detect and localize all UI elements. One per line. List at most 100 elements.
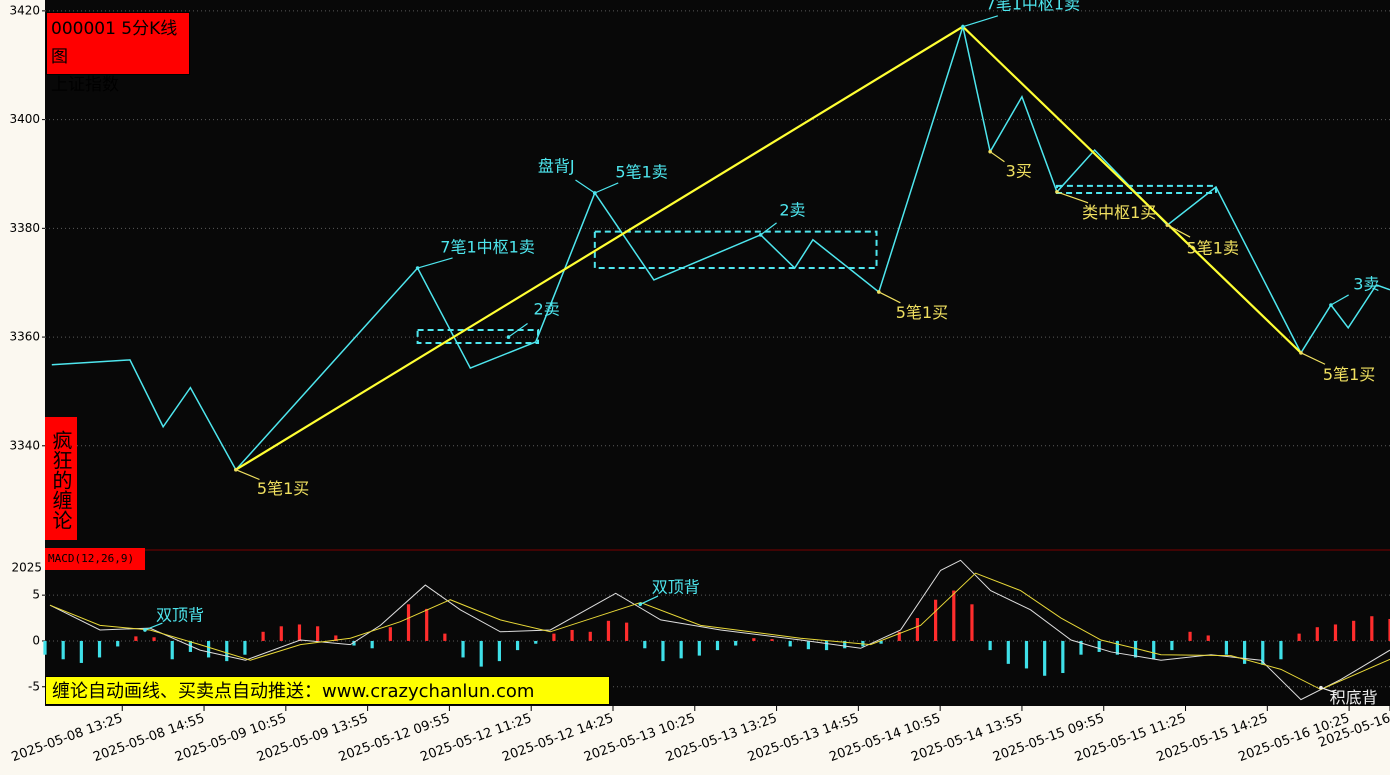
y-tick-label: 3380 [9, 221, 40, 235]
annotation-arrow [760, 222, 777, 236]
macd-bar [297, 624, 302, 641]
line-series [49, 572, 1390, 691]
macd-bar [443, 633, 447, 641]
macd-bar [752, 638, 756, 641]
annotation-text: 双顶背 [652, 577, 700, 596]
annotation-text: 3买 [1006, 161, 1032, 180]
macd-bar [1279, 640, 1283, 660]
macd-bar [570, 629, 574, 641]
macd-bar [370, 640, 374, 649]
macd-bar [279, 626, 283, 641]
annotation-point [758, 233, 763, 237]
banner: 缠论自动画线、买卖点自动推送：www.crazychanlun.com [45, 676, 610, 705]
macd-bar [97, 640, 102, 658]
macd-bar [915, 618, 920, 641]
annotation-text: 盘背J [538, 156, 575, 175]
annotation-arrow [1300, 352, 1326, 365]
annotation-point [988, 149, 992, 154]
annotation-point [1319, 685, 1323, 690]
macd-bar [206, 640, 211, 658]
macd-bar [715, 640, 720, 651]
macd-bar [352, 640, 356, 646]
macd-bar [734, 640, 738, 646]
line-series [51, 23, 1390, 471]
annotation-text: 7笔1中枢1卖 [986, 0, 1081, 13]
macd-bar [388, 627, 392, 641]
code-title: 000001 5分K线图 [51, 19, 178, 67]
macd-bar [1079, 640, 1083, 655]
annotation-point [143, 628, 147, 632]
annotation-arrow [640, 595, 659, 605]
macd-bar [625, 622, 629, 641]
macd-bar [1097, 640, 1101, 652]
macd-bar [1297, 633, 1301, 641]
macd-bar [824, 640, 829, 651]
index-name: 上证指数 [51, 75, 119, 95]
macd-bar [170, 640, 174, 660]
macd-bar [225, 640, 229, 662]
macd-bar [406, 604, 411, 641]
macd-bar [879, 640, 883, 644]
macd-bar [952, 590, 956, 641]
macd-bar [897, 631, 901, 641]
y-tick-label: 3400 [9, 112, 40, 126]
macd-bar [316, 626, 320, 641]
annotation-point [1299, 351, 1303, 355]
macd-bar [970, 604, 974, 641]
annotation-point [234, 467, 238, 472]
zhongshu-box [593, 230, 878, 270]
macd-bar [1188, 631, 1192, 641]
macd-bar [1024, 640, 1029, 669]
annotation-point [415, 266, 420, 270]
macd-bar [152, 637, 156, 641]
macd-bar [334, 635, 338, 641]
annotation-arrow [1167, 224, 1191, 238]
macd-corner-label: 2025 [11, 561, 42, 575]
macd-bar [988, 640, 992, 651]
macd-bar [1370, 616, 1374, 641]
annotation-text: 7笔1中枢1卖 [440, 237, 535, 256]
macd-bar [1115, 640, 1119, 655]
macd-bar [479, 640, 483, 667]
macd-bar [1224, 640, 1229, 655]
y-tick-label: 3360 [9, 330, 40, 344]
title-box: 000001 5分K线图 上证指数 [46, 12, 190, 95]
annotation-point [506, 335, 511, 339]
macd-bar [606, 620, 611, 641]
macd-bar [61, 640, 65, 660]
annotation-point [1165, 223, 1170, 227]
macd-bar [461, 640, 465, 658]
macd-bar [1152, 640, 1156, 660]
annotation-point [638, 602, 643, 607]
macd-bar [770, 639, 774, 641]
annotation-arrow [594, 182, 619, 194]
macd-bar [788, 640, 792, 647]
macd-bar [1242, 640, 1247, 664]
annotation-arrow [508, 322, 528, 338]
y-tick-label: 3340 [9, 438, 40, 452]
annotation-text: 2卖 [534, 299, 560, 318]
zhongshu-box [416, 328, 540, 345]
annotation-arrow [417, 257, 453, 269]
annotation-point [877, 290, 881, 294]
y-tick-label: 5 [32, 588, 40, 602]
annotation-text: 5笔1买 [257, 479, 309, 498]
annotation-text: 积底背 [1330, 688, 1378, 707]
macd-bar [79, 640, 83, 663]
annotation-text: 3卖 [1353, 274, 1379, 293]
macd-bar [243, 640, 247, 655]
annotation-text: 5笔1卖 [615, 162, 667, 181]
macd-bar [261, 631, 265, 641]
macd-bar [934, 599, 938, 641]
y-tick-label: -5 [28, 679, 40, 693]
plot-background [45, 0, 1390, 706]
annotation-point [961, 24, 965, 29]
macd-title: MACD(12,26,9) [45, 548, 145, 570]
annotation-text: 类中枢1买 [1082, 203, 1156, 222]
annotation-text: 2卖 [779, 200, 805, 219]
macd-bar [1261, 640, 1265, 665]
macd-bar [806, 640, 810, 650]
annotation-text: 5笔1卖 [1187, 238, 1239, 257]
